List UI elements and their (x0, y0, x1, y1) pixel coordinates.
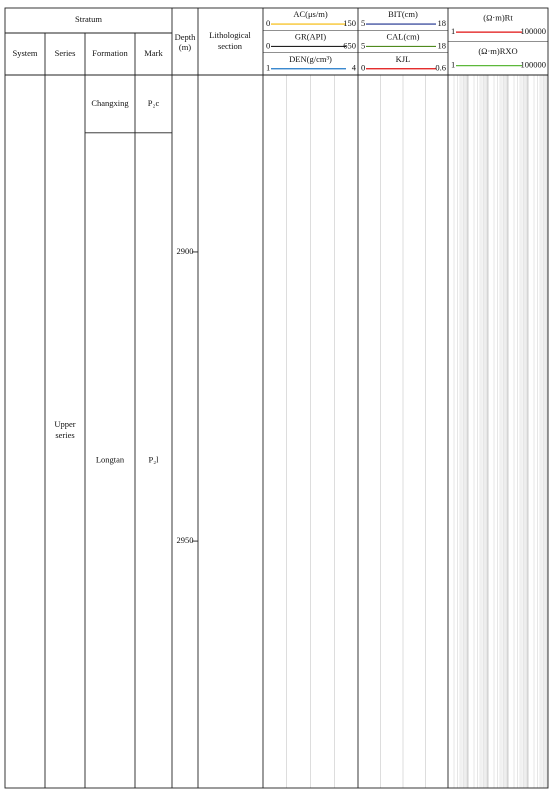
formation-mark: P₂c (148, 98, 160, 108)
depth-tick-label: 2900 (177, 246, 194, 256)
outer-border (4, 7, 549, 789)
range-max: 18 (438, 18, 447, 28)
formation-mark: P₂l (148, 454, 159, 464)
series-header: Series (55, 48, 76, 58)
range-min: 0 (266, 40, 270, 50)
lithology-header: section (218, 41, 243, 51)
range-max: 100000 (521, 26, 547, 36)
curve-name: CAL(cm) (386, 31, 419, 41)
curve-name: GR(API) (295, 31, 326, 41)
range-max: 650 (343, 40, 356, 50)
range-max: 4 (352, 63, 357, 73)
range-max: 150 (343, 18, 356, 28)
curve-name: BIT(cm) (388, 9, 418, 19)
depth-tick-label: 2950 (177, 535, 194, 545)
curve-name: (Ω·m)RXO (478, 46, 517, 56)
curve-name: AC(μs/m) (293, 9, 327, 19)
system-header: System (12, 48, 37, 58)
formation-name: Longtan (96, 454, 125, 464)
series-label: Upper series (54, 419, 75, 440)
range-min: 1 (266, 63, 270, 73)
curve-name: KJL (396, 54, 411, 64)
curve-name: (Ω·m)Rt (483, 13, 513, 23)
formation-header: Formation (92, 48, 128, 58)
grid (286, 75, 548, 788)
formation-name: Changxing (91, 98, 129, 108)
lithology-header: Lithological (209, 30, 251, 40)
range-max: 100000 (521, 60, 547, 70)
curve-name: DEN(g/cm³) (289, 54, 332, 64)
range-min: 0 (361, 63, 365, 73)
table-frame (4, 7, 549, 789)
range-min: 5 (361, 40, 365, 50)
range-min: 5 (361, 18, 365, 28)
range-min: 1 (451, 26, 455, 36)
mark-header: Mark (144, 48, 163, 58)
depth-header: Depth (175, 32, 197, 42)
range-max: 0.6 (435, 63, 446, 73)
depth-header: (m) (179, 42, 191, 52)
range-max: 18 (438, 40, 447, 50)
range-min: 1 (451, 60, 455, 70)
range-min: 0 (266, 18, 270, 28)
stratum-header: Stratum (75, 14, 102, 24)
